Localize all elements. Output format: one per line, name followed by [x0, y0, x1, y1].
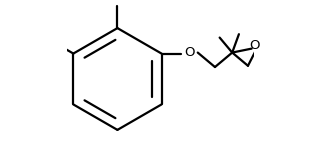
Text: O: O [249, 39, 260, 52]
Text: O: O [185, 46, 195, 59]
